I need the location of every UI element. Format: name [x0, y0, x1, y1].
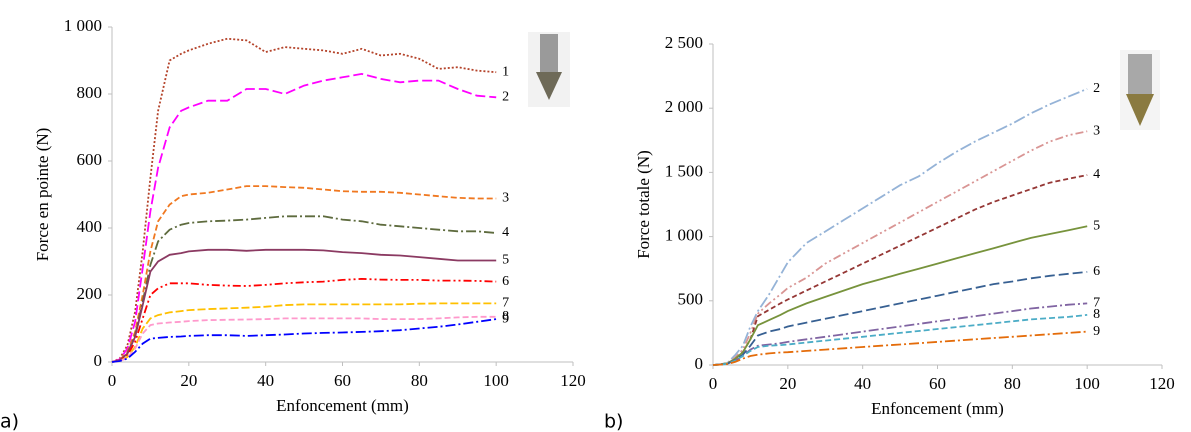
x-tick-label: 80 — [411, 371, 428, 390]
x-tick-label: 0 — [709, 374, 718, 393]
series-line — [712, 330, 1088, 366]
series-line — [111, 277, 497, 363]
series-line — [712, 314, 1088, 366]
tool-shaft — [1128, 54, 1152, 94]
y-axis-title: Force en pointe (N) — [33, 128, 52, 262]
series-label: 8 — [502, 309, 509, 324]
tool-shaft — [540, 34, 558, 72]
series-line — [111, 248, 497, 363]
y-axis-title: Force totale (N) — [634, 150, 653, 259]
series-line — [111, 315, 497, 363]
y-tick-label: 2 000 — [665, 97, 703, 116]
series-line — [111, 185, 497, 363]
x-tick-label: 40 — [854, 374, 871, 393]
x-axis-title: Enfoncement (mm) — [276, 396, 409, 415]
series-line — [712, 271, 1088, 366]
y-tick-label: 0 — [695, 354, 704, 373]
tool-image — [528, 32, 570, 107]
series-label: 6 — [1093, 264, 1100, 279]
x-tick-label: 60 — [929, 374, 946, 393]
x-tick-label: 60 — [334, 371, 351, 390]
series-label: 9 — [1093, 324, 1100, 339]
series-label: 6 — [502, 274, 509, 289]
x-tick-label: 20 — [779, 374, 796, 393]
x-axis-title: Enfoncement (mm) — [871, 399, 1004, 418]
series-label: 2 — [1093, 81, 1100, 96]
x-tick-label: 100 — [1074, 374, 1100, 393]
series-label: 7 — [502, 296, 509, 311]
series-line — [712, 225, 1088, 366]
y-tick-label: 1 000 — [64, 16, 102, 35]
series-label: 2 — [502, 90, 509, 105]
series-label: 8 — [1093, 307, 1100, 322]
series-line — [712, 302, 1088, 366]
series-label: 4 — [502, 225, 509, 240]
y-tick-label: 2 500 — [665, 33, 703, 52]
y-tick-label: 400 — [77, 217, 103, 236]
series-label: 1 — [502, 64, 509, 79]
tool-image — [1120, 50, 1160, 130]
y-tick-label: 500 — [678, 290, 704, 309]
series-line — [111, 215, 497, 363]
y-tick-label: 1 500 — [665, 161, 703, 180]
tool-tip — [536, 72, 562, 100]
series-label: 3 — [1093, 124, 1100, 139]
series-line — [111, 318, 497, 363]
panel-label: b) — [604, 411, 623, 432]
chart-panel: 0 200 400 600 800 1 000 0 20 40 60 80 100 120 Enfonce… — [0, 16, 586, 432]
series-line — [712, 174, 1088, 366]
y-tick-label: 200 — [77, 284, 103, 303]
series-label: 5 — [1093, 219, 1100, 234]
x-tick-label: 120 — [560, 371, 586, 390]
y-tick-label: 600 — [77, 150, 103, 169]
series-line — [111, 72, 497, 363]
chart-panel: 0 500 1 000 1 500 2 000 2 500 0 20 40 60 80 100 120 E… — [604, 33, 1175, 432]
series-label: 3 — [502, 191, 509, 206]
y-tick-label: 1 000 — [665, 226, 703, 245]
tool-tip — [1126, 94, 1154, 126]
series-line — [111, 37, 497, 363]
panel-label: a) — [0, 411, 19, 432]
x-tick-label: 0 — [108, 371, 117, 390]
x-tick-label: 20 — [180, 371, 197, 390]
x-tick-label: 40 — [257, 371, 274, 390]
x-tick-label: 100 — [483, 371, 509, 390]
series-label: 4 — [1093, 167, 1100, 182]
y-tick-label: 800 — [77, 83, 103, 102]
series-line — [712, 88, 1088, 366]
x-tick-label: 80 — [1004, 374, 1021, 393]
x-tick-label: 120 — [1149, 374, 1175, 393]
series-label: 7 — [1093, 296, 1100, 311]
series-line — [111, 302, 497, 363]
series-label: 5 — [502, 253, 509, 268]
y-tick-label: 0 — [94, 351, 103, 370]
series-line — [712, 130, 1088, 366]
series-label: 9 — [502, 311, 509, 326]
